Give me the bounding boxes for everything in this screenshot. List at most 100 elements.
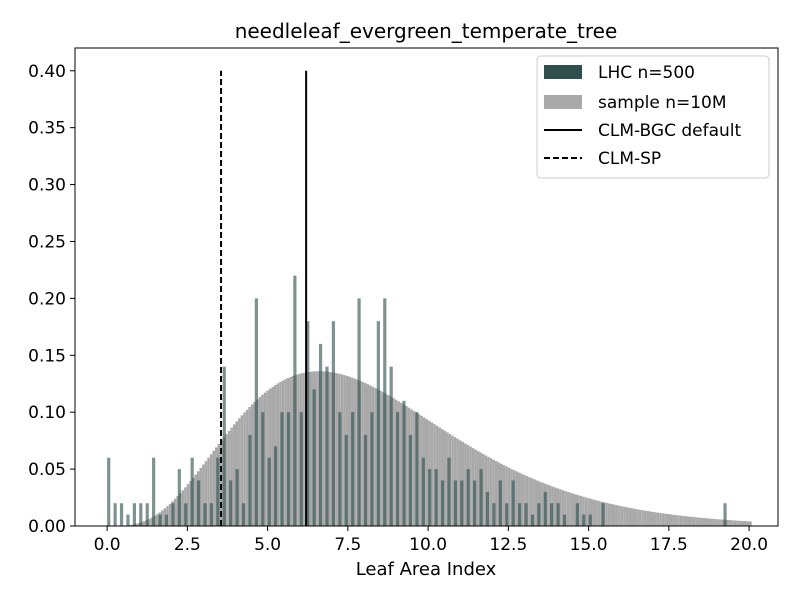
- lhc-histogram-bar: [575, 503, 579, 526]
- sample-histogram-bar: [525, 476, 529, 526]
- sample-histogram-bar: [476, 451, 480, 526]
- sample-histogram-bar: [186, 484, 190, 526]
- sample-histogram-bar: [238, 418, 241, 526]
- lhc-histogram-bar: [511, 480, 515, 526]
- sample-histogram-bar: [297, 374, 300, 526]
- lhc-histogram-bar: [216, 457, 220, 526]
- lhc-histogram-bar: [107, 457, 111, 526]
- sample-histogram-bar: [507, 467, 511, 526]
- sample-histogram-bar: [571, 493, 575, 526]
- sample-histogram-bar: [597, 500, 601, 526]
- lhc-histogram-bar: [543, 491, 547, 526]
- sample-histogram-bar: [456, 438, 459, 526]
- sample-histogram-bar: [327, 371, 331, 526]
- sample-histogram-bar: [582, 496, 585, 526]
- sample-histogram-bar: [708, 518, 711, 526]
- sample-histogram-bar: [592, 499, 596, 526]
- lhc-histogram-bar: [498, 480, 502, 526]
- lhc-histogram-bar: [524, 503, 528, 526]
- axes-frame: [74, 47, 779, 527]
- x-tick-label: 20.0: [730, 535, 768, 555]
- sample-histogram-bar: [733, 520, 737, 526]
- y-tick-label: 0.40: [28, 62, 66, 82]
- sample-histogram-bar: [130, 524, 133, 526]
- sample-histogram-bar: [610, 504, 614, 526]
- sample-histogram-bar: [440, 429, 444, 526]
- y-tick-label: 0.15: [28, 346, 66, 366]
- lhc-histogram-bar: [190, 457, 194, 526]
- lhc-histogram-bar: [351, 412, 355, 526]
- sample-histogram-bar: [677, 515, 680, 526]
- sample-histogram-bar: [738, 520, 742, 526]
- legend-label-bgc: CLM-BGC default: [598, 121, 741, 141]
- sample-histogram-bar: [720, 519, 724, 526]
- lhc-histogram-bar: [562, 514, 567, 526]
- lhc-histogram-bar: [119, 503, 124, 526]
- lhc-histogram-bar: [145, 503, 149, 526]
- x-tick-label: 17.5: [650, 535, 688, 555]
- legend-swatch-sample: [544, 95, 582, 109]
- sample-histogram-bar: [433, 424, 436, 526]
- sample-histogram-bar: [633, 508, 637, 526]
- sample-histogram-bar: [343, 375, 346, 526]
- sample-histogram-bar: [335, 373, 339, 526]
- sample-histogram-bar: [348, 376, 352, 526]
- sample-histogram-bar: [266, 390, 269, 526]
- lhc-histogram-bar: [588, 514, 592, 526]
- lhc-histogram-bar: [408, 434, 413, 526]
- sample-histogram-bar: [209, 454, 213, 526]
- sample-histogram-bar: [628, 507, 631, 526]
- lhc-histogram-bar: [383, 298, 387, 526]
- lhc-histogram-bar: [357, 298, 361, 526]
- lhc-histogram-bar: [203, 503, 207, 526]
- sample-histogram-bar: [718, 519, 721, 526]
- lhc-histogram-bar: [209, 503, 214, 526]
- sample-histogram-bar: [240, 415, 244, 526]
- lhc-histogram-bar: [254, 298, 258, 526]
- sample-histogram-bar: [245, 409, 249, 526]
- lhc-histogram-bar: [267, 457, 271, 526]
- sample-histogram-bar: [695, 517, 698, 526]
- sample-histogram-bar: [666, 514, 670, 526]
- sample-histogram-bar: [202, 464, 205, 526]
- lhc-histogram-bar: [428, 469, 432, 526]
- lhc-histogram-bar: [286, 412, 291, 526]
- sample-histogram-bar: [271, 386, 275, 526]
- sample-histogram-bar: [492, 459, 495, 526]
- sample-histogram-bar: [546, 484, 549, 526]
- sample-histogram-bar: [484, 455, 488, 526]
- lhc-histogram-bar: [344, 434, 348, 526]
- lhc-histogram-bar: [485, 491, 490, 526]
- sample-histogram-bar: [620, 506, 624, 526]
- lhc-histogram-bar: [447, 457, 451, 526]
- lhc-histogram-bar: [402, 400, 406, 526]
- lhc-histogram-bar: [421, 457, 425, 526]
- sample-histogram-bar: [243, 412, 246, 526]
- sample-histogram-bar: [232, 424, 236, 526]
- sample-histogram-bar: [392, 398, 395, 526]
- sample-histogram-bar: [618, 505, 621, 526]
- sample-histogram-bar: [746, 521, 750, 526]
- lhc-histogram-bar: [556, 503, 560, 526]
- sample-histogram-bar: [199, 467, 203, 526]
- sample-histogram-bar: [430, 422, 434, 526]
- lhc-histogram-bar: [222, 366, 226, 526]
- legend-frame: [536, 55, 770, 179]
- sample-histogram-bar: [646, 511, 649, 526]
- sample-histogram-bar: [533, 479, 536, 526]
- sample-histogram-bar: [654, 512, 657, 526]
- sample-histogram-bar: [731, 520, 734, 526]
- sample-histogram-bar: [515, 471, 518, 526]
- sample-histogram-bar: [340, 374, 344, 526]
- sample-histogram-bar: [715, 519, 719, 526]
- lhc-histogram-bar: [376, 321, 380, 526]
- sample-histogram-bar: [417, 414, 421, 526]
- lhc-histogram-bar: [479, 469, 483, 526]
- sample-histogram-bar: [379, 390, 382, 526]
- sample-histogram-bar: [443, 430, 447, 526]
- lhc-histogram-bar: [113, 503, 117, 526]
- sample-histogram-bar: [569, 492, 572, 526]
- sample-histogram-bar: [469, 446, 472, 526]
- sample-histogram-bar: [574, 494, 578, 526]
